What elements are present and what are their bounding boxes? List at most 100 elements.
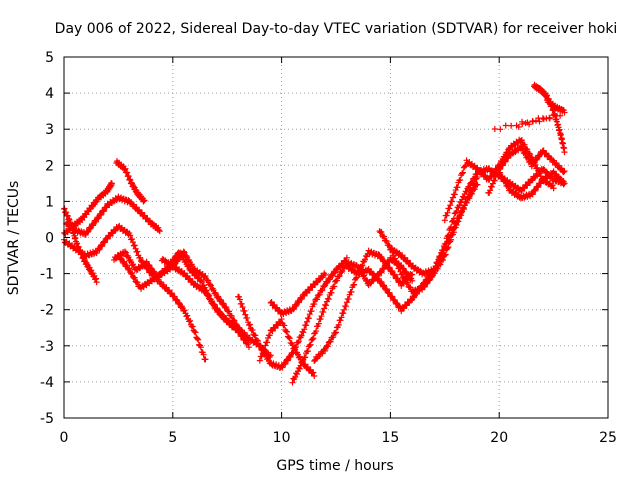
y-tick-label: -5 (40, 411, 54, 427)
data-point-marker (298, 296, 305, 303)
y-tick-label: 3 (45, 122, 54, 138)
data-point-marker (391, 255, 398, 262)
data-point-marker (537, 170, 543, 177)
data-point-marker (189, 323, 196, 330)
data-point-marker (301, 326, 308, 333)
data-point-marker (381, 233, 388, 240)
data-point-marker (333, 277, 340, 284)
data-point-marker (331, 283, 338, 290)
data-point-marker (166, 287, 173, 294)
data-point-marker (321, 283, 328, 290)
data-point-marker (442, 251, 449, 258)
data-point-marker (202, 356, 209, 363)
data-point-marker (305, 315, 312, 322)
data-point-marker (319, 350, 326, 357)
data-point-marker (461, 163, 468, 170)
data-point-marker (249, 326, 256, 333)
data-point-marker (290, 306, 297, 313)
data-point-marker (460, 206, 467, 213)
series-trace-10 (256, 316, 318, 379)
data-point-marker (423, 280, 430, 287)
data-point-marker (122, 249, 129, 256)
data-point-marker (459, 169, 466, 176)
data-point-marker (341, 306, 348, 313)
data-point-marker (320, 309, 327, 316)
data-point-marker (230, 324, 237, 331)
data-point-marker (281, 322, 288, 329)
data-point-marker (308, 308, 315, 315)
data-point-marker (431, 265, 438, 272)
series-trace-12 (289, 254, 416, 386)
data-point-marker (335, 273, 342, 280)
data-point-marker (550, 112, 557, 119)
data-point-marker (301, 292, 308, 299)
series-trace-8 (158, 248, 274, 360)
data-point-marker (389, 268, 396, 275)
data-point-marker (533, 156, 540, 163)
y-tick-labels: -5 -4 -3 -2 -1 0 1 2 3 4 5 (40, 50, 54, 427)
data-point-marker (408, 297, 415, 304)
data-point-marker (267, 352, 274, 359)
data-point-marker (447, 202, 454, 209)
data-point-marker (471, 186, 478, 193)
y-axis-label: SDTVAR / TECUs (6, 181, 22, 296)
data-point-marker (561, 149, 568, 156)
data-point-marker (380, 265, 387, 272)
data-point-marker (328, 289, 335, 296)
data-point-marker (131, 242, 138, 249)
data-point-marker (202, 272, 209, 279)
data-point-marker (393, 300, 400, 307)
data-point-marker (200, 351, 207, 358)
data-point-marker (359, 262, 366, 269)
data-point-marker (455, 218, 462, 225)
data-point-marker (444, 233, 451, 240)
data-point-marker (121, 248, 128, 255)
data-point-marker (409, 277, 416, 284)
data-point-marker (127, 232, 134, 239)
data-point-marker (383, 260, 390, 267)
data-point-marker (184, 272, 191, 279)
data-point-marker (534, 164, 541, 171)
series-trace-11 (267, 270, 329, 318)
data-point-marker (296, 365, 303, 372)
data-point-marker (491, 177, 498, 184)
data-point-marker (256, 342, 263, 349)
data-point-marker (138, 209, 145, 216)
data-point-marker (553, 112, 560, 119)
data-point-marker (96, 246, 103, 253)
data-point-marker (351, 281, 358, 288)
data-point-marker (383, 238, 390, 245)
data-point-marker (126, 265, 133, 272)
data-point-marker (426, 277, 433, 284)
data-point-marker (226, 308, 233, 315)
y-tick-label: -4 (40, 375, 54, 391)
data-point-marker (501, 178, 508, 185)
data-point-marker (257, 343, 264, 350)
data-point-marker (386, 289, 393, 296)
data-point-marker (287, 353, 294, 360)
data-point-marker (459, 170, 466, 177)
data-point-marker (298, 332, 305, 339)
data-point-marker (108, 180, 115, 187)
data-point-marker (321, 305, 328, 312)
data-point-marker (171, 261, 178, 268)
data-point-marker (128, 270, 135, 277)
data-point-marker (504, 182, 511, 189)
data-point-marker (526, 121, 533, 128)
data-point-marker (168, 290, 175, 297)
data-point-marker (310, 335, 317, 342)
data-point-marker (391, 271, 398, 278)
data-point-marker (348, 288, 355, 295)
data-point-marker (104, 235, 111, 242)
data-point-marker (298, 359, 305, 366)
data-point-marker (549, 182, 556, 189)
data-point-marker (133, 204, 140, 211)
data-point-marker (407, 284, 414, 291)
data-point-marker (465, 183, 472, 190)
data-point-marker (84, 229, 91, 236)
data-point-marker (173, 296, 180, 303)
y-tick-label: -3 (40, 339, 54, 355)
data-point-marker (192, 329, 199, 336)
data-point-marker (143, 258, 150, 265)
